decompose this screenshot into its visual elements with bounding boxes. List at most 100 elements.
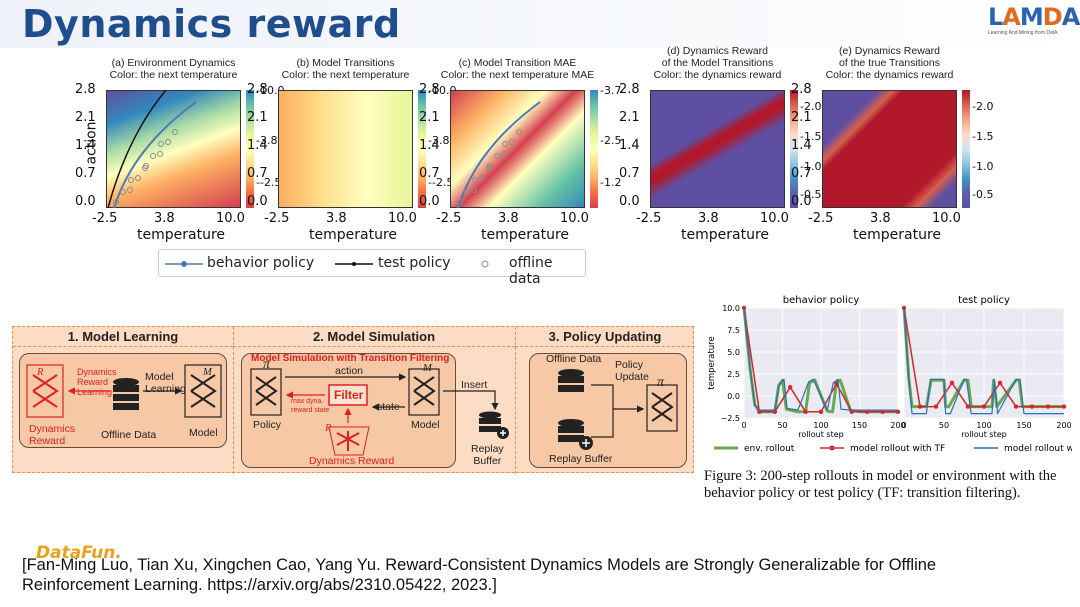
model-network-icon bbox=[184, 364, 222, 418]
y-tick-0-4: 0.0 bbox=[75, 194, 96, 209]
slide-header bbox=[0, 0, 1080, 48]
model-label-2: Model bbox=[411, 419, 440, 431]
x-axis-label-2: temperature bbox=[481, 227, 569, 243]
panel-title-2-1: Color: the next temperature MAE bbox=[440, 69, 595, 81]
offline-data-point bbox=[113, 199, 119, 205]
heatmap-legend-markers bbox=[165, 260, 489, 268]
rollout-legend-label-2: model rollout w/o TF bbox=[1004, 444, 1072, 454]
colorbar-0 bbox=[246, 90, 254, 208]
colorbar-tick-3-0: -2.0 bbox=[800, 100, 822, 113]
colorbar-tick-0-0: -10.0 bbox=[256, 84, 285, 97]
panel-title-4-2: Color: the dynamics reward bbox=[825, 69, 954, 81]
model-network-icon-2 bbox=[408, 368, 440, 416]
filter-box bbox=[328, 384, 368, 406]
policy-label-2: Policy bbox=[253, 419, 282, 431]
offline-data-point bbox=[165, 139, 171, 145]
x-axis-label-0: temperature bbox=[137, 227, 225, 243]
x-tick-0-2: 100 bbox=[813, 421, 828, 430]
offline-data-point bbox=[471, 187, 477, 193]
x-tick-0-1: 50 bbox=[777, 421, 787, 430]
x-tick-0-4: 200 bbox=[890, 421, 905, 430]
y-tick-1-1: 2.1 bbox=[247, 110, 268, 125]
offline-data-point bbox=[127, 187, 133, 193]
heatmap-legend: behavior policy test policy offline data bbox=[158, 249, 586, 287]
policy-network-icon-2 bbox=[646, 384, 678, 432]
colorbar-tick-4-0: -2.0 bbox=[972, 100, 994, 113]
heatmap-panel-4 bbox=[822, 90, 957, 208]
x-tick-1-4: 200 bbox=[1056, 421, 1071, 430]
stage-divider-2 bbox=[515, 327, 516, 474]
series-marker-0-3 bbox=[788, 385, 793, 390]
colorbar-tick-1-2: --2.5 bbox=[428, 176, 454, 189]
series-marker-0-9 bbox=[880, 409, 885, 415]
offline-data-point bbox=[516, 129, 522, 135]
rollout-legend-marker-1 bbox=[829, 445, 835, 451]
offline-data-point bbox=[158, 141, 164, 147]
series-marker-1-9 bbox=[1045, 404, 1051, 409]
stage-policy-updating-graphics bbox=[558, 369, 678, 450]
x-tick-1-0: 0 bbox=[901, 421, 906, 430]
x-tick-1-2: 100 bbox=[976, 421, 991, 430]
x-tick-0-0: -2.5 bbox=[92, 211, 118, 226]
y-tick-4-1: 2.1 bbox=[791, 110, 812, 125]
max-dyna-label: max dyna. reward state bbox=[291, 398, 330, 414]
action-label: action bbox=[335, 365, 364, 377]
behavior-policy-curve-2 bbox=[457, 101, 541, 208]
series-marker-1-2 bbox=[933, 404, 939, 409]
y-tick-3-0: 2.8 bbox=[619, 82, 640, 97]
x-tick-4-1: 3.8 bbox=[870, 211, 891, 226]
y-tick-4-0: 2.8 bbox=[791, 82, 812, 97]
dyn-reward-learning-label: Dynamics Reward Learning bbox=[77, 367, 117, 397]
y-tick-0-4: 0.0 bbox=[727, 392, 740, 401]
y-tick-0-1: 7.5 bbox=[727, 326, 740, 335]
y-tick-3-4: 0.0 bbox=[619, 194, 640, 209]
panel-title-4-1: of the true Transitions bbox=[839, 57, 940, 69]
series-marker-1-1 bbox=[917, 404, 923, 409]
x-tick-3-2: 10.0 bbox=[760, 211, 789, 226]
offline-data-point bbox=[502, 141, 508, 147]
x-tick-0-2: 10.0 bbox=[216, 211, 245, 226]
rollout-legend-label-1: model rollout with TF bbox=[850, 444, 945, 454]
y-tick-0-3: 2.5 bbox=[727, 370, 740, 379]
colorbar-tick-2-0: -3.7 bbox=[600, 84, 622, 97]
colorbar-tick-1-1: -3.8 bbox=[428, 134, 450, 147]
panel-title-1-1: Color: the next temperature bbox=[281, 69, 410, 81]
dynamics-reward-label-1: Dynamics Reward bbox=[29, 423, 76, 447]
colorbar-tick-3-1: -1.5 bbox=[800, 130, 822, 143]
filter-label: Filter bbox=[334, 388, 364, 402]
citation: [Fan-Ming Luo, Tian Xu, Xingchen Cao, Ya… bbox=[22, 556, 937, 594]
y-axis-label: action bbox=[83, 121, 100, 165]
heatmap-panel-3 bbox=[650, 90, 785, 208]
x-tick-2-0: -2.5 bbox=[436, 211, 462, 226]
offline-data-point bbox=[509, 139, 515, 145]
x-tick-0-3: 150 bbox=[852, 421, 867, 430]
x-tick-2-2: 10.0 bbox=[560, 211, 589, 226]
y-tick-4-2: 1.4 bbox=[791, 138, 812, 153]
offline-data-point bbox=[479, 175, 485, 181]
policy-overlay-0 bbox=[107, 90, 197, 208]
colorbar-tick-2-2: -1.2 bbox=[600, 176, 622, 189]
offline-data-point bbox=[157, 151, 163, 157]
y-tick-2-4: 0.0 bbox=[419, 194, 440, 209]
colorbar-tick-4-2: -1.0 bbox=[972, 160, 994, 173]
x-tick-2-1: 3.8 bbox=[498, 211, 519, 226]
y-tick-3-3: 0.7 bbox=[619, 166, 640, 181]
r-symbol-2: R bbox=[325, 423, 332, 434]
series-marker-0-1 bbox=[757, 409, 762, 415]
panel-title-3-1: of the Model Transitions bbox=[661, 57, 774, 69]
behavior-policy-curve-0 bbox=[113, 101, 197, 208]
dynamics-reward-label-2: Dynamics Reward bbox=[309, 455, 395, 467]
colorbar-1 bbox=[418, 90, 426, 208]
offline-data-point bbox=[150, 153, 156, 159]
offline-data-point bbox=[143, 163, 149, 169]
colorbar-tick-1-0: -10.0 bbox=[428, 84, 457, 97]
stage-policy-updating-box bbox=[529, 353, 687, 468]
policy-update-label: Policy Update bbox=[615, 359, 649, 383]
series-line-0-2 bbox=[743, 307, 898, 411]
offline-data-label-3: Offline Data bbox=[546, 353, 602, 365]
series-marker-1-7 bbox=[1013, 404, 1019, 409]
pi-symbol-2: π bbox=[657, 375, 665, 390]
offline-data-point bbox=[457, 199, 463, 205]
heatmap-panel-1 bbox=[278, 90, 413, 208]
